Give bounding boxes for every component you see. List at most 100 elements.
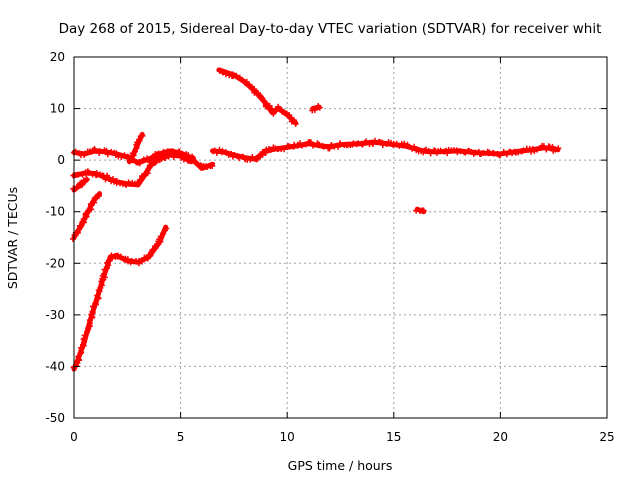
data-point-marker	[515, 149, 522, 156]
data-point-marker	[371, 137, 378, 144]
axis-ticks: 0 5 10 15 20 25 -50 -40 -30 -20 -10 0 10 20	[45, 50, 614, 444]
data-point-marker	[405, 143, 412, 150]
data-point-marker	[390, 141, 397, 148]
data-point-marker	[555, 145, 562, 152]
data-point-marker	[81, 332, 88, 339]
data-point-marker	[91, 146, 98, 153]
data-point-marker	[165, 152, 172, 159]
y-tick-label: -50	[45, 411, 65, 425]
data-point-marker	[420, 207, 427, 214]
data-point-marker	[70, 185, 77, 192]
data-point-marker	[70, 235, 77, 242]
data-point-marker	[204, 163, 211, 170]
data-point-marker	[457, 148, 464, 155]
data-point-marker	[96, 288, 103, 295]
data-point-marker	[307, 139, 314, 146]
data-point-marker	[127, 259, 134, 266]
data-point-marker	[88, 311, 95, 318]
data-point-marker	[292, 120, 299, 127]
data-point-marker	[147, 252, 154, 259]
data-point-marker	[337, 140, 344, 147]
data-point-marker	[147, 162, 154, 169]
data-point-marker	[286, 113, 293, 120]
data-point-marker	[144, 166, 151, 173]
series-isolated-cluster-11h	[309, 103, 323, 114]
data-point-marker	[114, 252, 121, 259]
y-tick-label: -20	[45, 256, 65, 270]
data-point-marker	[489, 149, 496, 156]
plot-frame	[73, 56, 608, 419]
data-point-marker	[379, 142, 386, 149]
data-point-marker	[79, 171, 86, 178]
series-early-lower-arc	[70, 150, 195, 189]
data-point-marker	[222, 149, 229, 156]
chart-title: Day 268 of 2015, Sidereal Day-to-day VTE…	[59, 21, 602, 37]
x-tick-label: 5	[177, 430, 185, 444]
x-tick-label: 25	[599, 430, 614, 444]
data-point-marker	[500, 148, 507, 155]
data-point-marker	[80, 336, 87, 343]
data-point-marker	[95, 191, 102, 198]
data-point-marker	[543, 146, 550, 153]
data-point-marker	[411, 143, 418, 150]
data-point-marker	[103, 148, 110, 155]
data-point-marker	[437, 147, 444, 154]
data-point-marker	[266, 102, 273, 109]
data-point-marker	[117, 253, 124, 260]
data-point-marker	[80, 177, 87, 184]
data-point-marker	[290, 117, 297, 124]
y-tick-label: 20	[50, 50, 65, 64]
y-tick-label: 10	[50, 102, 65, 116]
data-point-marker	[86, 148, 93, 155]
data-point-marker	[243, 78, 250, 85]
data-point-marker	[472, 149, 479, 156]
data-point-marker	[539, 142, 546, 149]
series-rise-from-minus40	[70, 224, 170, 372]
y-tick-label: -40	[45, 359, 65, 373]
data-point-marker	[83, 176, 90, 183]
data-point-marker	[299, 142, 306, 149]
data-point-marker	[77, 350, 84, 357]
data-point-marker	[222, 71, 229, 78]
series-steep-drop-2h	[70, 191, 103, 242]
data-series-layer	[70, 67, 562, 372]
y-tick-label: -10	[45, 205, 65, 219]
data-point-marker	[401, 140, 408, 147]
data-point-marker	[254, 155, 261, 162]
data-point-marker	[316, 104, 323, 111]
data-point-marker	[158, 234, 165, 241]
data-point-marker	[86, 169, 93, 176]
data-point-marker	[150, 154, 157, 161]
data-point-marker	[454, 149, 461, 156]
data-point-marker	[236, 155, 243, 162]
data-point-marker	[104, 151, 111, 158]
data-point-marker	[363, 138, 370, 145]
data-point-marker	[180, 156, 187, 163]
data-point-marker	[108, 148, 115, 155]
data-point-marker	[93, 170, 100, 177]
data-point-marker	[81, 152, 88, 159]
data-point-marker	[96, 148, 103, 155]
data-point-marker	[171, 150, 178, 157]
y-tick-label: 0	[57, 153, 65, 167]
data-point-marker	[153, 241, 160, 248]
x-tick-label: 15	[386, 430, 401, 444]
data-point-marker	[259, 148, 266, 155]
data-point-marker	[358, 140, 365, 147]
data-point-marker	[152, 159, 159, 166]
data-point-marker	[534, 146, 541, 153]
data-point-marker	[136, 137, 143, 144]
data-point-marker	[315, 141, 322, 148]
series-descending-arc	[216, 67, 299, 127]
data-point-marker	[113, 150, 120, 157]
data-point-marker	[231, 151, 238, 158]
series-short-drop-start	[70, 176, 90, 193]
data-point-marker	[91, 195, 98, 202]
series-spike-near-3h	[126, 131, 146, 165]
data-point-marker	[118, 154, 125, 161]
data-point-marker	[552, 146, 559, 153]
data-point-marker	[139, 132, 146, 139]
data-point-marker	[238, 76, 245, 83]
data-point-marker	[194, 161, 201, 168]
